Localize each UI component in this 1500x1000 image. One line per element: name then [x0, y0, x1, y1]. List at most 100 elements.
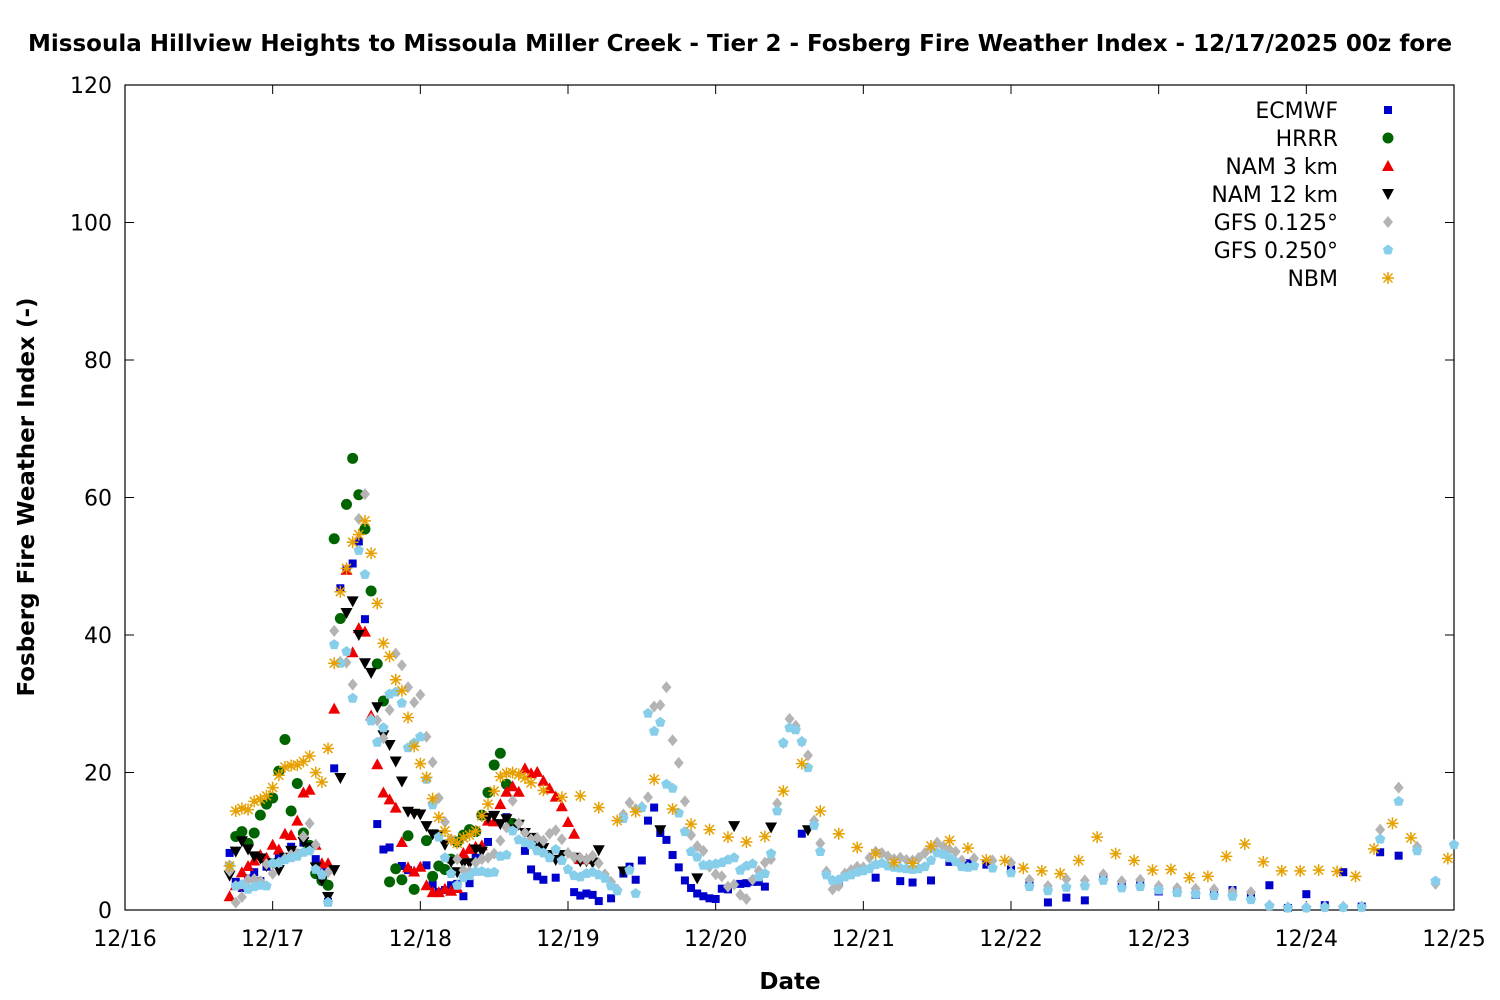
- data-point-nbm: [402, 711, 415, 724]
- series-hrrr: [230, 452, 519, 895]
- data-point-gfs-0-250: [599, 872, 611, 883]
- data-point-nbm: [426, 792, 439, 805]
- data-point-hrrr: [384, 876, 396, 888]
- data-point-ecmwf: [699, 892, 708, 901]
- data-point-nam-12-km: [691, 873, 704, 885]
- data-point-gfs-0-250: [1171, 887, 1183, 898]
- data-point-gfs-0-250: [655, 716, 666, 727]
- x-tick-label: 12/25: [1422, 927, 1485, 952]
- data-point-hrrr: [347, 452, 359, 464]
- data-point-nbm: [266, 781, 279, 794]
- data-point-ecmwf: [797, 829, 806, 838]
- data-point-nbm: [592, 801, 605, 814]
- data-point-gfs-0-125: [1061, 873, 1072, 886]
- data-point-ecmwf: [1394, 851, 1403, 860]
- data-point-ecmwf: [348, 559, 357, 568]
- data-point-ecmwf: [465, 879, 474, 888]
- data-point-gfs-0-125: [969, 852, 980, 865]
- data-point-ecmwf: [1062, 893, 1071, 902]
- y-tick-labels: 0 20 40 60 80 100 120: [70, 74, 112, 924]
- data-point-gfs-0-250: [396, 697, 408, 708]
- data-point-nbm: [1238, 838, 1251, 850]
- data-point-ecmwf: [607, 894, 616, 903]
- data-point-ecmwf: [354, 537, 363, 546]
- data-point-nam-3-km: [568, 827, 581, 839]
- data-point-gfs-0-125: [1024, 873, 1035, 886]
- chart-title: Missoula Hillview Heights to Missoula Mi…: [28, 31, 1452, 57]
- data-point-gfs-0-125: [741, 893, 752, 905]
- data-point-ecmwf: [330, 764, 339, 773]
- data-point-nbm: [525, 776, 538, 789]
- x-tick-label: 12/20: [684, 927, 747, 952]
- data-point-nam-12-km: [235, 836, 248, 848]
- data-point-nbm: [309, 766, 322, 779]
- data-point-nam-3-km: [512, 785, 525, 797]
- data-point-nbm: [408, 740, 421, 753]
- data-point-gfs-0-125: [495, 834, 506, 847]
- data-point-gfs-0-125: [347, 678, 358, 691]
- data-point-nam-12-km: [654, 825, 667, 837]
- data-point-gfs-0-250: [808, 819, 820, 830]
- data-point-nam-12-km: [395, 776, 408, 788]
- data-point-gfs-0-250: [322, 896, 334, 907]
- data-point-hrrr: [322, 879, 334, 891]
- data-point-nam-3-km: [408, 865, 421, 877]
- data-point-hrrr: [420, 835, 432, 847]
- data-point-ecmwf: [742, 879, 751, 888]
- data-point-nbm: [1294, 864, 1307, 877]
- data-point-gfs-0-125: [513, 817, 524, 830]
- legend-marker-hrrr: [1382, 132, 1394, 144]
- legend-marker-nam-3-km: [1382, 160, 1394, 171]
- data-point-gfs-0-250: [525, 839, 537, 850]
- data-point-hrrr: [328, 533, 340, 545]
- legend-marker-gfs-0-125: [1383, 216, 1393, 228]
- data-point-hrrr: [427, 870, 439, 882]
- data-point-nbm: [518, 772, 531, 784]
- data-point-nam-3-km: [395, 835, 408, 847]
- legend-label: ECMWF: [1255, 99, 1338, 124]
- data-point-gfs-0-125: [569, 851, 580, 864]
- data-point-nbm: [260, 789, 273, 802]
- data-point-gfs-0-250: [1227, 890, 1238, 901]
- data-point-gfs-0-250: [1079, 880, 1091, 891]
- data-point-gfs-0-125: [661, 681, 672, 694]
- data-point-ecmwf: [379, 845, 388, 854]
- data-point-gfs-0-250: [925, 855, 937, 865]
- data-point-nbm: [223, 860, 236, 872]
- data-point-hrrr: [236, 826, 248, 838]
- data-point-nbm: [925, 840, 938, 853]
- data-point-nbm: [1368, 842, 1381, 855]
- legend-label: GFS 0.125°: [1214, 211, 1338, 236]
- data-point-nam-12-km: [365, 667, 378, 679]
- data-point-nam-12-km: [254, 853, 267, 865]
- data-point-nbm: [1109, 847, 1122, 860]
- data-point-gfs-0-250: [821, 869, 832, 880]
- data-point-nbm: [291, 758, 304, 771]
- data-point-hrrr: [396, 874, 408, 886]
- data-point-nbm: [371, 597, 384, 610]
- data-point-gfs-0-250: [341, 646, 352, 656]
- data-point-nam-12-km: [494, 819, 507, 831]
- data-point-gfs-0-250: [452, 879, 463, 890]
- data-point-ecmwf: [1302, 890, 1311, 899]
- data-point-gfs-0-250: [304, 845, 315, 856]
- data-point-ecmwf: [551, 873, 560, 882]
- data-point-nbm: [777, 785, 790, 798]
- data-point-gfs-0-250: [365, 715, 377, 726]
- data-point-nam-3-km: [285, 829, 298, 841]
- data-point-nbm: [611, 814, 624, 827]
- data-point-hrrr: [291, 778, 303, 789]
- data-point-gfs-0-250: [261, 880, 272, 891]
- data-point-ecmwf: [674, 863, 683, 872]
- data-point-nbm: [1404, 831, 1417, 844]
- data-point-nbm: [340, 562, 353, 575]
- data-point-nbm: [377, 637, 390, 650]
- data-point-nam-12-km: [340, 608, 353, 619]
- data-point-nbm: [358, 514, 371, 527]
- data-point-gfs-0-250: [1319, 901, 1330, 912]
- data-point-nbm: [740, 835, 753, 848]
- data-point-gfs-0-250: [378, 722, 389, 733]
- data-point-ecmwf: [662, 835, 671, 844]
- data-point-gfs-0-250: [507, 825, 518, 836]
